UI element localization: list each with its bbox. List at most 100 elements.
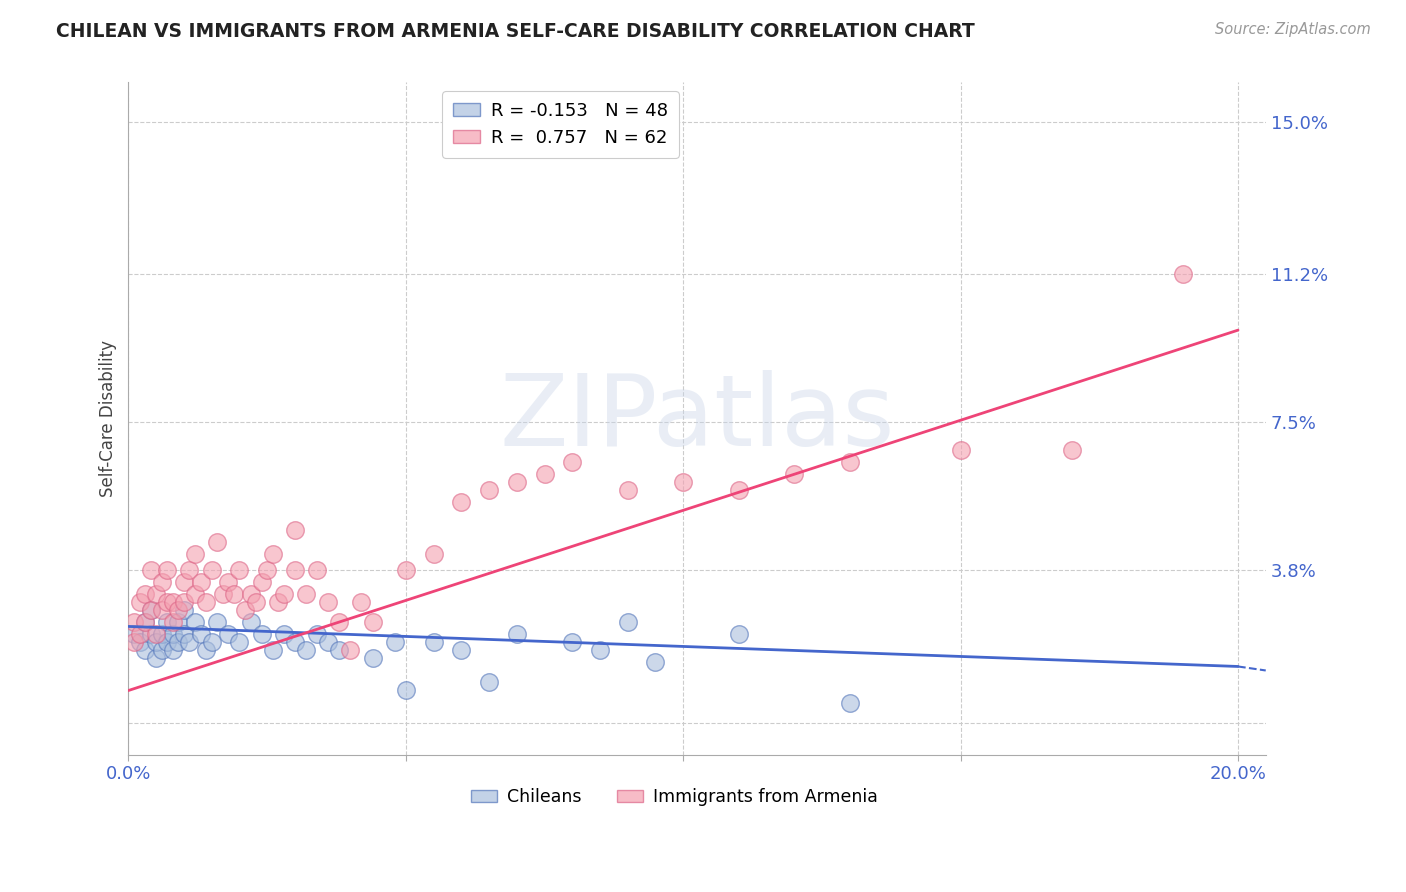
Point: [150, 643, 173, 657]
Point: [384, 635, 406, 649]
Point: [195, 643, 218, 657]
Point: [139, 603, 162, 617]
Point: [328, 643, 350, 657]
Point: [190, 575, 212, 590]
Point: [245, 595, 267, 609]
Point: [150, 627, 173, 641]
Point: [316, 595, 339, 609]
Point: [838, 455, 860, 469]
Point: [184, 615, 207, 630]
Point: [273, 587, 295, 601]
Point: [190, 627, 212, 641]
Point: [561, 455, 583, 469]
Point: [450, 643, 472, 657]
Point: [616, 615, 638, 630]
Point: [307, 627, 329, 641]
Point: [145, 651, 167, 665]
Point: [167, 603, 190, 617]
Point: [284, 563, 307, 577]
Text: Source: ZipAtlas.com: Source: ZipAtlas.com: [1215, 22, 1371, 37]
Point: [1171, 267, 1194, 281]
Point: [450, 495, 472, 509]
Point: [239, 587, 262, 601]
Point: [284, 635, 307, 649]
Point: [250, 627, 273, 641]
Point: [167, 635, 190, 649]
Point: [395, 563, 418, 577]
Legend: Chileans, Immigrants from Armenia: Chileans, Immigrants from Armenia: [464, 781, 884, 814]
Point: [179, 563, 201, 577]
Point: [134, 615, 156, 630]
Point: [156, 635, 179, 649]
Point: [122, 627, 145, 641]
Point: [139, 563, 162, 577]
Point: [561, 635, 583, 649]
Point: [173, 603, 195, 617]
Point: [217, 627, 239, 641]
Point: [422, 635, 444, 649]
Point: [228, 635, 250, 649]
Point: [284, 524, 307, 538]
Point: [350, 595, 373, 609]
Point: [207, 535, 229, 549]
Point: [134, 643, 156, 657]
Point: [949, 443, 972, 458]
Point: [644, 656, 666, 670]
Point: [139, 603, 162, 617]
Point: [134, 615, 156, 630]
Point: [211, 587, 233, 601]
Point: [727, 483, 749, 498]
Point: [328, 615, 350, 630]
Point: [239, 615, 262, 630]
Point: [145, 627, 167, 641]
Point: [250, 575, 273, 590]
Point: [128, 595, 150, 609]
Point: [295, 643, 318, 657]
Point: [162, 615, 184, 630]
Point: [184, 547, 207, 561]
Point: [533, 467, 555, 482]
Point: [478, 675, 501, 690]
Point: [128, 627, 150, 641]
Point: [122, 615, 145, 630]
Point: [422, 547, 444, 561]
Point: [145, 587, 167, 601]
Point: [339, 643, 361, 657]
Point: [134, 587, 156, 601]
Point: [217, 575, 239, 590]
Point: [478, 483, 501, 498]
Point: [616, 483, 638, 498]
Point: [267, 595, 290, 609]
Point: [395, 683, 418, 698]
Point: [262, 643, 284, 657]
Point: [156, 563, 179, 577]
Point: [173, 595, 195, 609]
Point: [150, 575, 173, 590]
Point: [167, 615, 190, 630]
Point: [228, 563, 250, 577]
Point: [201, 563, 224, 577]
Point: [233, 603, 256, 617]
Point: [122, 635, 145, 649]
Point: [838, 696, 860, 710]
Point: [273, 627, 295, 641]
Point: [506, 627, 529, 641]
Point: [295, 587, 318, 601]
Point: [307, 563, 329, 577]
Point: [162, 643, 184, 657]
Point: [672, 475, 695, 490]
Point: [589, 643, 612, 657]
Point: [262, 547, 284, 561]
Point: [150, 603, 173, 617]
Point: [727, 627, 749, 641]
Point: [207, 615, 229, 630]
Text: CHILEAN VS IMMIGRANTS FROM ARMENIA SELF-CARE DISABILITY CORRELATION CHART: CHILEAN VS IMMIGRANTS FROM ARMENIA SELF-…: [56, 22, 974, 41]
Point: [783, 467, 806, 482]
Point: [316, 635, 339, 649]
Point: [128, 635, 150, 649]
Point: [156, 615, 179, 630]
Point: [184, 587, 207, 601]
Point: [173, 575, 195, 590]
Point: [156, 595, 179, 609]
Point: [145, 635, 167, 649]
